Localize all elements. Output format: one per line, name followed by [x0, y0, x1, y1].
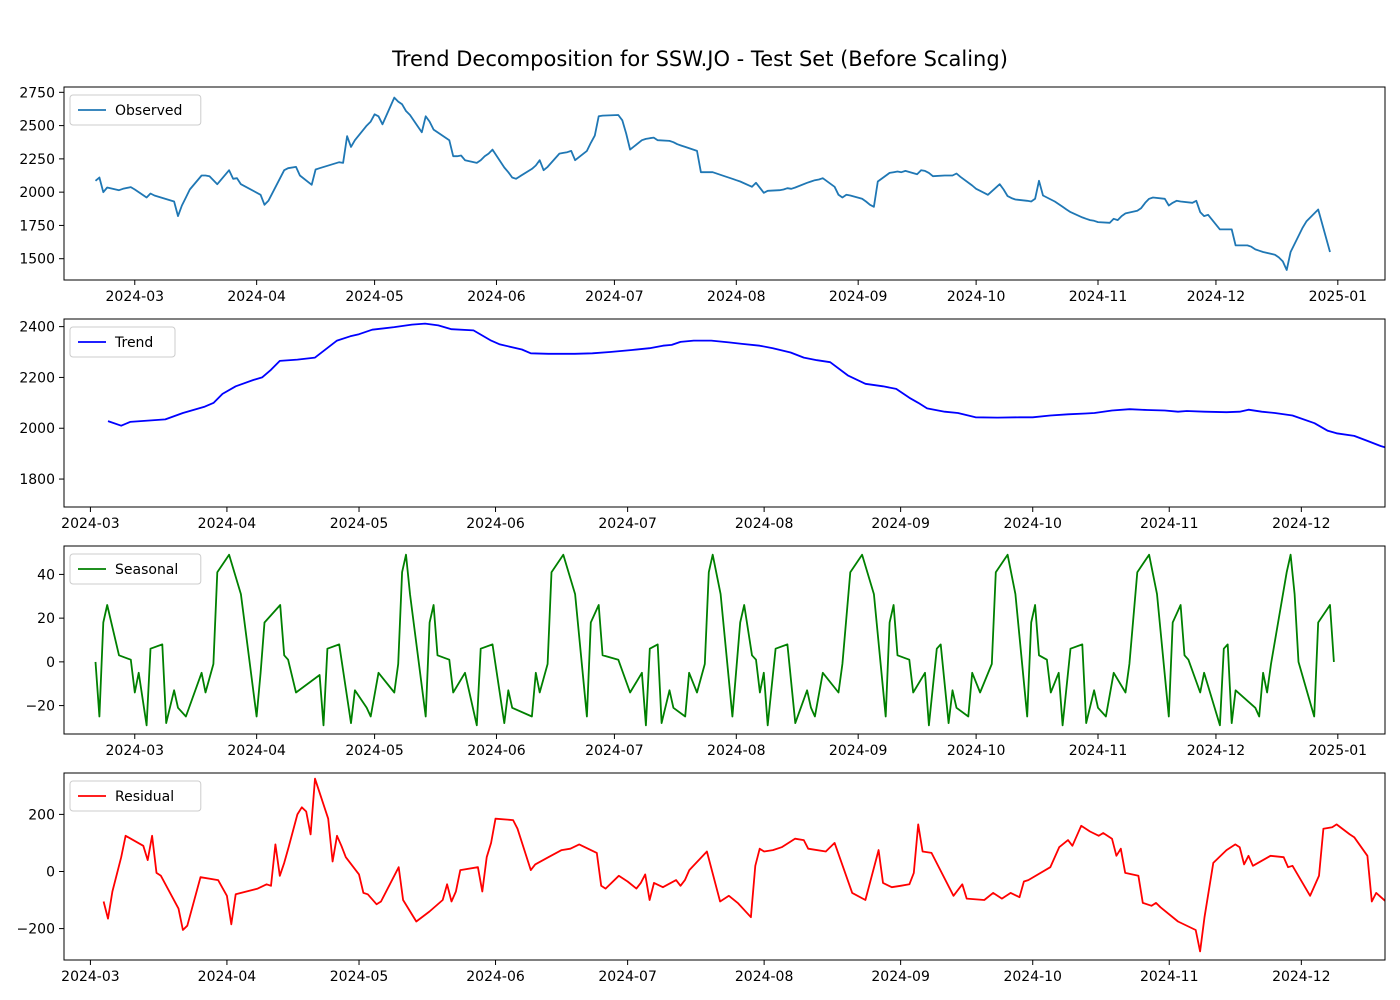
trend-y-tick-label: 2200: [19, 370, 55, 386]
residual-y-tick-label: −200: [17, 922, 55, 938]
residual-x-tick-label: 2024-11: [1140, 969, 1199, 985]
trend-y-tick-label: 2000: [19, 421, 55, 437]
seasonal-x-tick-label: 2024-12: [1187, 743, 1246, 759]
trend-x-tick-label: 2024-10: [1003, 516, 1062, 532]
seasonal-y-tick-label: −20: [25, 699, 55, 715]
seasonal-x-tick-label: 2024-07: [585, 743, 644, 759]
observed-y-tick-label: 1750: [19, 218, 55, 234]
trend-y-tick-label: 2400: [19, 320, 55, 336]
observed-y-tick-label: 2250: [19, 152, 55, 168]
seasonal-panel: 2024-03 2024-04 2024-05 2024-06 2024-07 2024-…: [25, 545, 1386, 759]
seasonal-x-tick-label: 2024-08: [707, 743, 766, 759]
panels: 2024-03 2024-04 2024-05 2024-06 2024-07 2024-…: [17, 85, 1386, 985]
observed-x-tick-label: 2024-03: [106, 289, 165, 305]
observed-x-tick-label: 2024-10: [947, 289, 1006, 305]
residual-y-tick-label: 200: [28, 807, 55, 823]
seasonal-series-line: [94, 553, 1335, 727]
residual-x-tick-label: 2024-06: [466, 969, 525, 985]
observed-series-line: [94, 96, 1331, 271]
residual-x-tick-label: 2024-04: [198, 969, 257, 985]
seasonal-legend-label: Seasonal: [115, 562, 178, 578]
residual-x-tick-label: 2024-12: [1272, 969, 1331, 985]
seasonal-y-tick-label: 40: [37, 567, 55, 583]
observed-panel: 2024-03 2024-04 2024-05 2024-06 2024-07 2024-…: [19, 85, 1386, 305]
seasonal-axes-frame: [63, 545, 1386, 735]
observed-y-tick-label: 2000: [19, 185, 55, 201]
trend-x-tick-label: 2024-12: [1272, 516, 1331, 532]
residual-legend: Residual: [69, 780, 202, 812]
trend-legend: Trend: [69, 326, 176, 358]
observed-y-tick-label: 2750: [19, 85, 55, 101]
observed-legend-label: Observed: [115, 103, 182, 119]
trend-x-tick-label: 2024-07: [598, 516, 657, 532]
residual-y-tick-label: 0: [46, 864, 55, 880]
seasonal-legend-box: [69, 553, 202, 585]
residual-legend-label: Residual: [115, 789, 174, 805]
seasonal-x-tick-label: 2024-09: [829, 743, 888, 759]
observed-x-tick-label: 2024-07: [585, 289, 644, 305]
figure-title: Trend Decomposition for SSW.JO - Test Se…: [391, 47, 1008, 71]
residual-x-tick-label: 2024-09: [871, 969, 930, 985]
trend-y-tick-label: 1800: [19, 472, 55, 488]
trend-x-tick-label: 2024-03: [61, 516, 120, 532]
trend-x-tick-label: 2024-11: [1140, 516, 1199, 532]
seasonal-x-tick-label: 2024-11: [1069, 743, 1128, 759]
seasonal-x-tick-label: 2025-01: [1309, 743, 1368, 759]
residual-axes-frame: [63, 772, 1386, 961]
residual-series-line: [102, 777, 1385, 953]
observed-x-tick-label: 2024-11: [1069, 289, 1128, 305]
observed-x-tick-label: 2024-06: [467, 289, 526, 305]
observed-x-tick-label: 2024-12: [1187, 289, 1246, 305]
trend-legend-label: Trend: [114, 335, 153, 351]
seasonal-x-tick-label: 2024-06: [467, 743, 526, 759]
seasonal-x-tick-label: 2024-03: [106, 743, 165, 759]
residual-x-tick-label: 2024-03: [61, 969, 120, 985]
trend-panel: 2024-03 2024-04 2024-05 2024-06 2024-07 2024-…: [19, 318, 1386, 532]
seasonal-y-tick-label: 0: [46, 655, 55, 671]
observed-x-tick-label: 2024-08: [707, 289, 766, 305]
observed-x-tick-label: 2024-04: [227, 289, 286, 305]
seasonal-x-tick-label: 2024-04: [227, 743, 286, 759]
seasonal-y-tick-label: 20: [37, 611, 55, 627]
observed-x-tick-label: 2025-01: [1309, 289, 1368, 305]
trend-axes-frame: [63, 318, 1386, 508]
trend-legend-box: [69, 326, 176, 358]
residual-legend-box: [69, 780, 202, 812]
residual-x-tick-label: 2024-10: [1003, 969, 1062, 985]
seasonal-x-tick-label: 2024-10: [947, 743, 1006, 759]
residual-x-tick-label: 2024-07: [598, 969, 657, 985]
observed-y-tick-label: 2500: [19, 119, 55, 135]
residual-panel: 2024-03 2024-04 2024-05 2024-06 2024-07 2024-…: [17, 772, 1386, 985]
observed-legend: Observed: [69, 94, 202, 126]
trend-series-line: [107, 322, 1385, 449]
observed-y-tick-label: 1500: [19, 252, 55, 268]
residual-x-tick-label: 2024-08: [735, 969, 794, 985]
trend-x-tick-label: 2024-04: [198, 516, 257, 532]
observed-legend-box: [69, 94, 202, 126]
observed-axes-frame: [63, 86, 1386, 281]
observed-x-tick-label: 2024-09: [829, 289, 888, 305]
residual-x-tick-label: 2024-05: [330, 969, 389, 985]
trend-x-tick-label: 2024-06: [466, 516, 525, 532]
trend-x-tick-label: 2024-09: [871, 516, 930, 532]
trend-x-tick-label: 2024-08: [735, 516, 794, 532]
observed-x-tick-label: 2024-05: [345, 289, 404, 305]
seasonal-legend: Seasonal: [69, 553, 202, 585]
seasonal-x-tick-label: 2024-05: [345, 743, 404, 759]
trend-x-tick-label: 2024-05: [330, 516, 389, 532]
